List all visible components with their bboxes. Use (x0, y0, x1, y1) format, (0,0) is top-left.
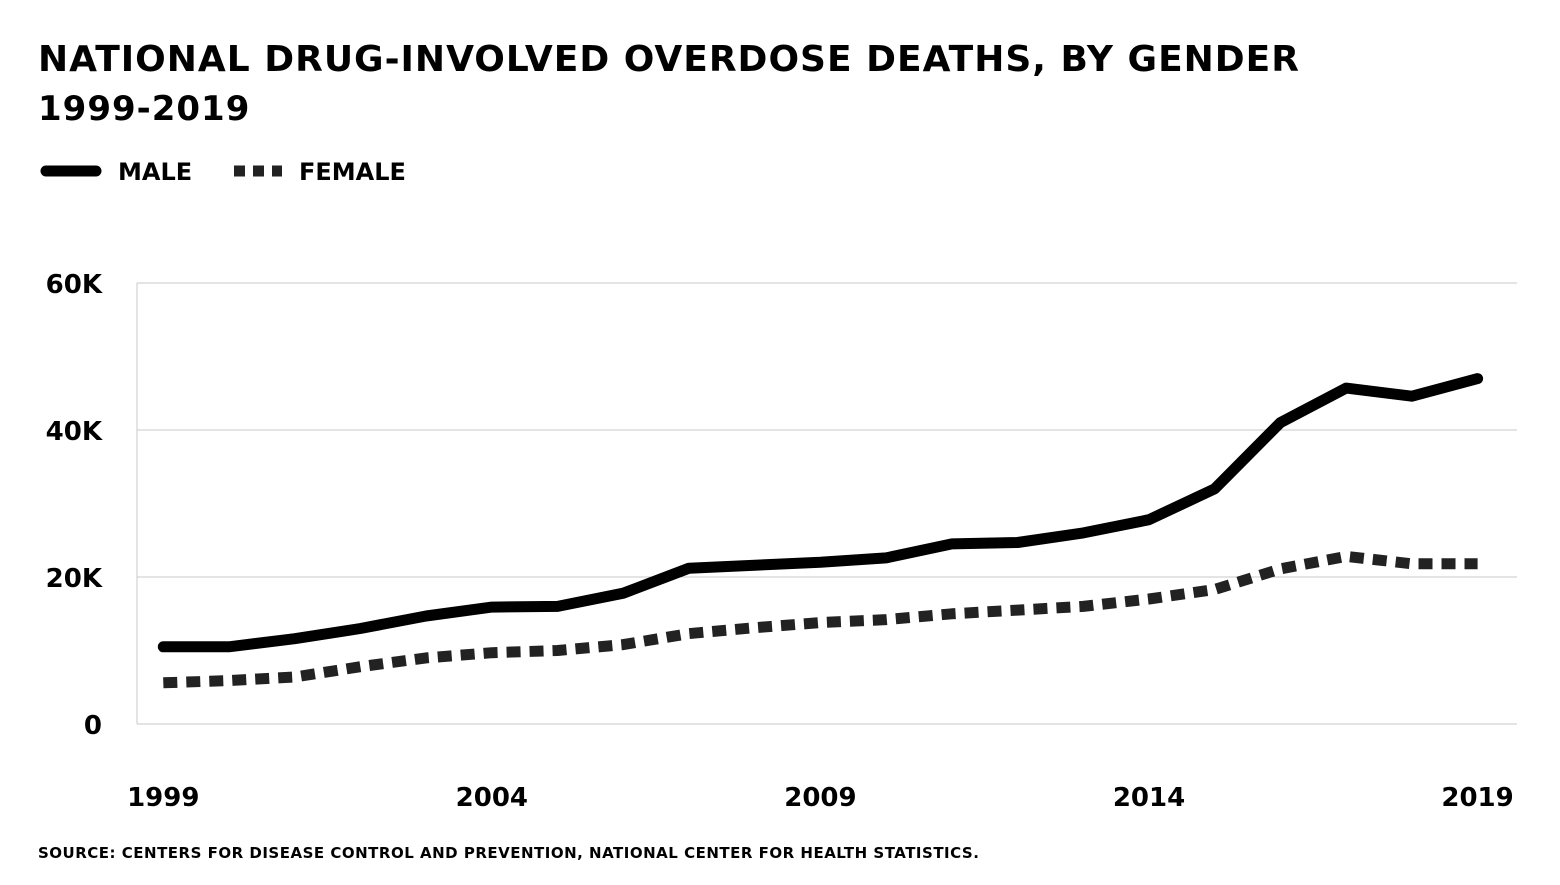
series-line-female (163, 550, 1478, 689)
series-line-male (157, 373, 1484, 653)
y-tick-label: 0 (84, 711, 102, 741)
legend: MALE FEMALE (40, 158, 406, 186)
gridlines (136, 282, 1517, 725)
y-tick-label: 60K (46, 270, 103, 300)
chart-title: NATIONAL DRUG-INVOLVED OVERDOSE DEATHS, … (38, 39, 1300, 80)
y-axis-ticks: 0 20K 40K 60K (46, 270, 103, 741)
y-tick-label: 20K (46, 564, 103, 594)
x-tick-label: 2014 (1113, 783, 1185, 813)
y-tick-label: 40K (46, 417, 103, 447)
source-note: SOURCE: CENTERS FOR DISEASE CONTROL AND … (38, 844, 980, 862)
x-tick-label: 2004 (456, 783, 528, 813)
legend-label-female: FEMALE (299, 158, 406, 186)
x-tick-label: 2019 (1441, 783, 1513, 813)
x-tick-label: 2009 (784, 783, 856, 813)
chart-subtitle: 1999-2019 (38, 89, 251, 129)
series-lines (157, 373, 1484, 689)
legend-label-male: MALE (118, 158, 192, 186)
x-tick-label: 1999 (127, 783, 199, 813)
x-axis-ticks: 1999 2004 2009 2014 2019 (127, 783, 1514, 813)
